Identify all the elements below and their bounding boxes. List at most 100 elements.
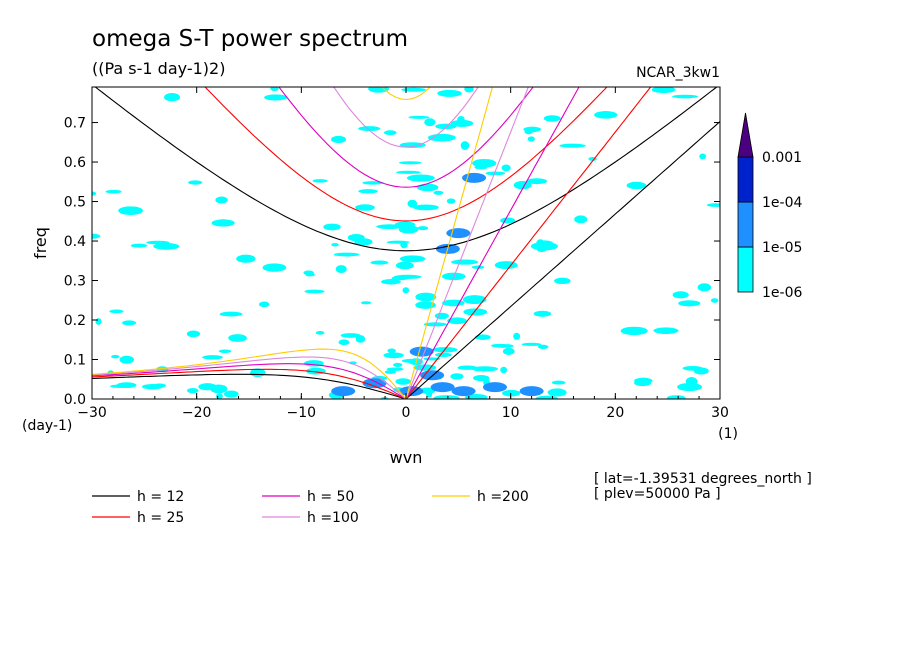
case-name: NCAR_3kw1 xyxy=(636,65,720,81)
power-cell xyxy=(393,362,403,367)
power-cell xyxy=(270,87,279,92)
power-cell-strong xyxy=(482,382,507,393)
power-cell xyxy=(677,382,703,391)
power-cell xyxy=(460,141,470,150)
legend-label: h = 12 xyxy=(137,489,184,505)
y-tick-label: 0.5 xyxy=(64,195,86,211)
colorbar-label: 0.001 xyxy=(762,150,802,166)
dispersion-line xyxy=(92,368,407,399)
dispersion-line xyxy=(405,121,720,399)
power-cell xyxy=(360,301,372,305)
y-unit-label: (day-1) xyxy=(22,418,72,434)
power-cell xyxy=(435,352,452,358)
power-cell xyxy=(333,252,360,257)
power-cell xyxy=(485,171,506,176)
power-cell xyxy=(258,301,270,308)
power-cell xyxy=(215,393,223,399)
power-cell xyxy=(697,283,712,292)
colorbar-segment xyxy=(737,246,754,293)
power-cell xyxy=(527,136,535,142)
power-cell xyxy=(398,225,419,234)
power-cell xyxy=(186,330,201,338)
power-cell xyxy=(358,126,381,132)
power-cell xyxy=(218,349,232,354)
power-cell xyxy=(312,179,328,183)
power-cell xyxy=(188,180,203,185)
power-cell xyxy=(543,115,561,122)
x-tick-label: 30 xyxy=(711,405,729,421)
power-cell xyxy=(666,395,686,399)
y-tick-label: 0.1 xyxy=(64,353,86,369)
power-cell xyxy=(164,92,181,102)
y-tick-label: 0.4 xyxy=(64,234,86,250)
power-cell xyxy=(406,174,435,182)
y-tick-label: 0.3 xyxy=(64,274,86,290)
power-cell xyxy=(547,388,567,397)
power-cell xyxy=(419,387,436,394)
power-cell xyxy=(672,291,689,299)
power-cell xyxy=(434,312,449,320)
power-cell xyxy=(119,355,135,364)
colorbar-label: 1e-05 xyxy=(762,240,802,256)
power-cell xyxy=(384,370,397,374)
power-cell xyxy=(464,394,488,399)
power-cell-strong xyxy=(430,382,455,393)
dispersion-line xyxy=(405,87,494,399)
power-cell xyxy=(416,183,439,192)
power-cell xyxy=(500,217,516,224)
power-cell xyxy=(211,221,230,226)
power-cell xyxy=(442,299,465,307)
power-cell-strong xyxy=(462,172,487,183)
power-cell xyxy=(153,242,180,250)
legend-label: h =200 xyxy=(477,489,529,505)
power-cell xyxy=(457,115,465,125)
latitude-note: [ lat=-1.39531 degrees_north ] xyxy=(594,471,812,487)
power-cell xyxy=(526,178,548,185)
power-cell xyxy=(412,204,439,211)
power-cell xyxy=(501,164,511,172)
chart-title: omega S-T power spectrum xyxy=(92,26,408,52)
dispersion-line xyxy=(92,356,407,399)
power-cell xyxy=(494,261,518,270)
power-cell-strong xyxy=(519,386,544,397)
power-cell xyxy=(340,333,361,338)
legend: h = 12 h = 25 h = 50 h =100 h =200 xyxy=(92,489,529,526)
power-cell xyxy=(450,373,464,380)
colorbar-segment xyxy=(737,201,754,248)
power-cell xyxy=(355,335,366,343)
power-cell xyxy=(111,354,120,359)
power-cell xyxy=(513,180,532,190)
colorbar-extension xyxy=(737,112,754,158)
power-cell xyxy=(223,390,239,398)
power-cell xyxy=(370,260,389,265)
power-cell xyxy=(95,318,102,325)
power-cell xyxy=(672,94,699,99)
power-cell xyxy=(500,366,508,374)
power-cell xyxy=(92,233,101,239)
dispersion-line xyxy=(92,348,407,399)
power-cell xyxy=(427,133,456,142)
power-cell xyxy=(415,292,437,302)
power-cell xyxy=(110,384,131,388)
y-axis-label: freq xyxy=(31,227,50,259)
power-cell xyxy=(626,181,647,190)
power-cell xyxy=(395,170,421,174)
power-cell xyxy=(109,309,124,314)
power-cell xyxy=(446,198,456,204)
power-cell xyxy=(383,352,404,359)
power-cell xyxy=(264,94,288,101)
y-tick-label: 0.7 xyxy=(64,116,86,132)
power-cell xyxy=(331,242,339,247)
dispersion-line xyxy=(405,87,529,399)
power-cell xyxy=(130,243,148,248)
dispersion-line xyxy=(94,87,718,252)
power-cell xyxy=(559,143,586,148)
colorbar: 1e-06 1e-05 1e-04 0.001 xyxy=(737,112,802,301)
power-cell xyxy=(122,320,137,326)
power-cell xyxy=(471,366,499,372)
power-cell xyxy=(435,123,457,130)
power-cell xyxy=(651,87,676,94)
dispersion-line xyxy=(405,87,652,399)
power-cell xyxy=(362,181,384,185)
power-cell xyxy=(202,355,224,360)
